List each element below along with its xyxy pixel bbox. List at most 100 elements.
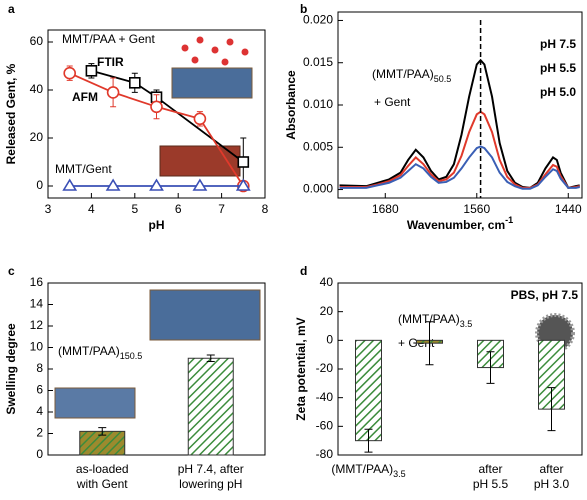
error-bar (206, 354, 215, 362)
category-label: (MMT/PAA)3.5 (331, 462, 405, 479)
marker (63, 66, 76, 80)
y-tick-label: 40 (320, 275, 334, 289)
y-tick-label: 0.000 (303, 182, 333, 196)
marker (129, 77, 141, 89)
legend-label: FTIR (97, 55, 124, 69)
marker (62, 178, 78, 191)
panel: c 0 2 4 6 8 10 12 14 16 Swelling degree (MMT/PAA)15… (4, 264, 266, 491)
x-axis-title: Wavenumber, cm-1 (407, 215, 513, 232)
category-label-sub: 3.5 (393, 469, 406, 479)
x-tick-label: 1560 (463, 202, 490, 216)
annotation-main: MMT/PAA + Gent (62, 32, 155, 46)
marker (150, 100, 163, 114)
annotation-sub: 50.5 (434, 74, 452, 84)
error-bar (547, 387, 556, 432)
category-label-main: (MMT/PAA) (331, 462, 393, 476)
series-line (91, 69, 244, 163)
marker (85, 65, 98, 77)
x-tick-label: 3 (45, 202, 52, 216)
y-tick-label: 20 (30, 130, 44, 144)
y-tick-label: 4 (36, 404, 43, 418)
x-axis-title: pH (149, 218, 165, 232)
marker (106, 86, 120, 99)
marker (105, 178, 121, 191)
spectrum-line (339, 110, 580, 189)
y-tick-label: -40 (316, 390, 334, 404)
y-tick-label: 20 (320, 304, 334, 318)
x-tick-label: 1440 (555, 202, 582, 216)
x-tick-label: 7 (218, 202, 225, 216)
x-tick-label: 5 (131, 202, 138, 216)
bar (355, 339, 382, 442)
swollen-film-image (149, 289, 261, 341)
y-tick-label: 10 (30, 340, 44, 354)
annotation-main: (MMT/PAA) (58, 344, 120, 358)
annotation: PBS, pH 7.5 (511, 288, 579, 302)
annotation-sub: 150.5 (120, 351, 143, 361)
y-axis-title: Zeta potential, mV (294, 317, 308, 420)
y-tick-label: 40 (30, 82, 44, 96)
bar (538, 339, 565, 410)
x-tick-label: 1680 (372, 202, 399, 216)
panel-label: c (8, 264, 15, 278)
y-tick-label: 12 (30, 318, 44, 332)
x-axis-title-sup: -1 (505, 215, 513, 225)
category-label: after (478, 462, 502, 476)
x-axis-title-main: Wavenumber, cm (407, 218, 505, 232)
y-tick-label: 6 (36, 383, 43, 397)
category-label: lowering pH (179, 477, 242, 491)
legend-label: AFM (72, 90, 98, 104)
category-label: pH 3.0 (534, 477, 570, 491)
marker (193, 112, 207, 126)
y-tick-label: 16 (30, 275, 44, 289)
y-tick-label: 0.020 (303, 13, 333, 27)
x-axis-title-main: pH (149, 218, 165, 232)
annotation-main: + Gent (374, 95, 411, 109)
y-tick-label: 0 (326, 333, 333, 347)
legend-label: MMT/Gent (55, 162, 112, 176)
panel-label: a (8, 2, 15, 16)
panel: b 0.000 0.005 0.010 0.015 0.020 1680 1560 1440 Ab… (284, 2, 583, 232)
error-bar (486, 351, 495, 384)
spectrum-line (339, 145, 580, 190)
annotation: + Gent (374, 95, 411, 109)
category-label: pH 5.5 (473, 477, 509, 491)
marker (237, 156, 250, 168)
y-tick-label: 0 (36, 178, 43, 192)
panel-label: d (300, 264, 307, 278)
x-tick-label: 8 (262, 202, 269, 216)
marker (192, 178, 208, 191)
panel: d -80 -60 -40 -20 0 20 40 Zeta potential, mV PBS,… (294, 264, 583, 491)
y-axis-title: Swelling degree (4, 323, 18, 415)
y-tick-label: 14 (30, 297, 44, 311)
error-bar (98, 427, 107, 436)
y-tick-label: 0.005 (303, 139, 333, 153)
legend-label: pH 5.0 (540, 85, 576, 99)
bar (187, 357, 234, 456)
y-tick-label: 0 (36, 447, 43, 461)
error-bar (364, 428, 373, 453)
panel-label: b (300, 2, 307, 16)
marker (149, 178, 164, 191)
y-tick-label: 0.010 (303, 97, 333, 111)
legend-label: pH 5.5 (540, 61, 576, 75)
annotation-main: PBS, pH 7.5 (511, 288, 579, 302)
annotation-main: (MMT/PAA) (398, 312, 460, 326)
x-tick-label: 6 (175, 202, 182, 216)
y-tick-label: -20 (316, 361, 334, 375)
category-label: after (539, 462, 563, 476)
category-label: with Gent (76, 477, 128, 491)
y-tick-label: 2 (36, 426, 43, 440)
error-bar (425, 321, 434, 366)
y-tick-label: -60 (316, 419, 334, 433)
film-stack-image (171, 67, 253, 99)
y-tick-label: 0.015 (303, 55, 333, 69)
annotation-main: (MMT/PAA) (372, 67, 434, 81)
annotation: MMT/PAA + Gent (62, 32, 155, 46)
y-axis-title: Released Gent, % (4, 63, 18, 164)
y-tick-label: 60 (30, 34, 44, 48)
legend-label: pH 7.5 (540, 37, 576, 51)
annotation-sub: 3.5 (460, 319, 473, 329)
category-label: as-loaded (76, 462, 129, 476)
